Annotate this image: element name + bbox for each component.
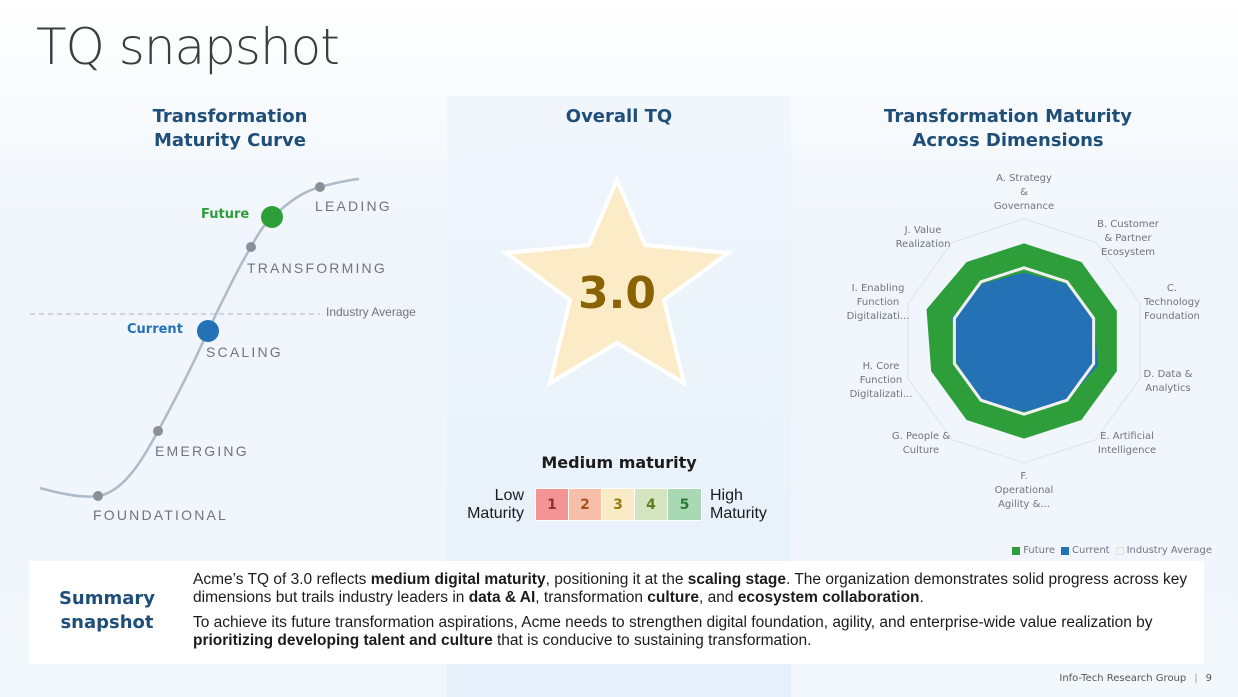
scale-high-line2: Maturity: [710, 505, 767, 522]
maturity-curve-title: Transformation Maturity Curve: [100, 105, 360, 153]
stage-label-transforming: TRANSFORMING: [247, 260, 387, 276]
page-number: 9: [1205, 673, 1212, 684]
scale-box-5: 5: [668, 489, 701, 520]
summary-title-line2: snapshot: [60, 612, 154, 633]
stage-label-emerging: EMERGING: [155, 443, 249, 459]
summary-title-line1: Summary: [58, 588, 156, 609]
maturity-scale: 1 2 3 4 5: [535, 488, 702, 521]
scale-box-3: 3: [602, 489, 635, 520]
summary-title: Summary snapshot: [29, 587, 185, 635]
legend-future-label: Future: [1023, 545, 1056, 556]
scale-high-line1: High: [710, 487, 743, 504]
future-marker: [261, 206, 283, 228]
radar-axis-label: F. Operational Agility &...: [994, 471, 1054, 510]
star-icon: [500, 175, 734, 388]
stage-label-leading: LEADING: [315, 198, 392, 214]
footer-org: Info-Tech Research Group: [1059, 673, 1187, 684]
radar-axis-label: C. Technology Foundation: [1143, 283, 1200, 322]
scale-low-line1: Low: [494, 487, 524, 504]
legend-industry-average-swatch: [1115, 546, 1124, 555]
stage-label-scaling: SCALING: [206, 344, 283, 360]
scale-box-1: 1: [536, 489, 569, 520]
legend-future-swatch: [1012, 546, 1021, 555]
scale-low-label: Low Maturity: [452, 487, 524, 523]
maturity-curve-chart: [30, 177, 360, 501]
dimensions-title: Transformation Maturity Across Dimension…: [850, 105, 1166, 153]
radar-axis-label: D. Data & Analytics: [1143, 369, 1193, 394]
overall-tq-score: 3.0: [578, 268, 656, 319]
dimensions-title-line2: Across Dimensions: [912, 130, 1104, 151]
page-title: TQ snapshot: [36, 18, 340, 76]
legend-industry-average: Industry Average: [1115, 545, 1212, 556]
maturity-curve-title-line2: Maturity Curve: [154, 130, 306, 151]
footer-separator: |: [1194, 673, 1198, 684]
radar-axis-label: I. Enabling Function Digitalizati...: [846, 283, 910, 322]
future-marker-label: Future: [201, 207, 250, 222]
radar-series-industry-average: [952, 266, 1096, 416]
legend-industry-average-label: Industry Average: [1126, 545, 1212, 556]
summary-paragraph-2: To achieve its future transformation asp…: [193, 614, 1153, 649]
current-marker: [197, 320, 219, 342]
radar-axis-label: J. Value Realization: [895, 225, 951, 250]
legend-current-label: Current: [1072, 545, 1110, 556]
radar-axis-label: H. Core Function Digitalizati...: [849, 361, 913, 400]
summary-paragraph-1: Acme’s TQ of 3.0 reflects medium digital…: [193, 571, 1188, 606]
overall-tq-title: Overall TQ: [565, 106, 673, 127]
dimensions-title-line1: Transformation Maturity: [884, 106, 1132, 127]
stage-dot-leading: [315, 182, 325, 192]
radar-series-current: [952, 272, 1099, 412]
summary-text: Acme’s TQ of 3.0 reflects medium digital…: [193, 571, 1193, 657]
stage-label-foundational: FOUNDATIONAL: [93, 507, 229, 523]
radar-chart: [907, 218, 1141, 464]
scale-box-4: 4: [635, 489, 668, 520]
footer: Info-Tech Research Group | 9: [1059, 673, 1212, 684]
radar-axis-label: B. Customer & Partner Ecosystem: [1097, 219, 1159, 258]
scale-box-2: 2: [569, 489, 602, 520]
stage-dot-transforming: [246, 242, 256, 252]
current-marker-label: Current: [127, 322, 183, 337]
maturity-level-heading: Medium maturity: [541, 453, 697, 472]
radar-axis-label: E. Artificial Intelligence: [1097, 431, 1157, 456]
radar-axis-label: G. People & Culture: [891, 431, 951, 456]
radar-legend: Future Current Industry Average: [1012, 545, 1212, 556]
stage-dot-foundational: [93, 491, 103, 501]
industry-average-label: Industry Average: [326, 305, 416, 319]
legend-future: Future: [1012, 545, 1055, 556]
legend-current: Current: [1061, 545, 1110, 556]
radar-axis-label: A. Strategy & Governance: [993, 173, 1055, 212]
maturity-curve-line: [39, 177, 360, 498]
scale-low-line2: Maturity: [467, 505, 524, 522]
scale-high-label: High Maturity: [710, 487, 767, 523]
summary-box: Summary snapshot Acme’s TQ of 3.0 reflec…: [29, 561, 1204, 664]
radar-grid: [907, 218, 1141, 464]
legend-current-swatch: [1061, 546, 1070, 555]
maturity-curve-title-line1: Transformation: [152, 106, 308, 127]
stage-dot-emerging: [153, 426, 163, 436]
